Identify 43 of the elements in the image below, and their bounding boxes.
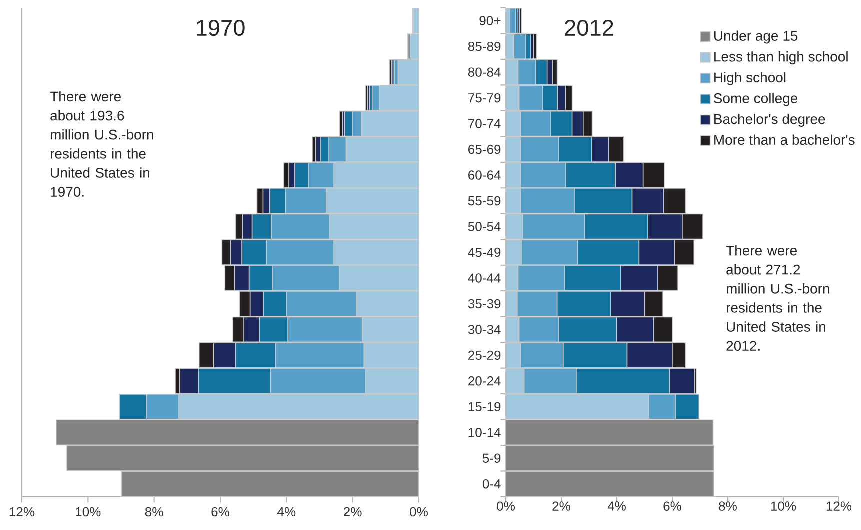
y-tick-label: 90+	[480, 16, 501, 26]
y-tick-label: 75-79	[468, 93, 501, 103]
x-tick-label: 2%	[344, 507, 362, 517]
x-tick-label: 8%	[719, 502, 737, 511]
y-tick-label: 10-14	[468, 428, 501, 438]
y-tick-label: 70-74	[468, 119, 501, 128]
legend-label: Some college	[714, 93, 798, 106]
x-tick-label: 0%	[497, 502, 515, 511]
legend-label: Bachelor's degree	[714, 114, 826, 127]
y-tick-label: 80-84	[468, 68, 501, 77]
y-tick-label: 45-49	[468, 248, 501, 258]
chart-title: 1970	[197, 20, 245, 36]
y-tick-label: 55-59	[468, 196, 501, 206]
x-tick-label: 2%	[552, 502, 570, 511]
y-tick-label: 60-64	[468, 170, 501, 180]
y-tick-label: 5-9	[482, 454, 501, 464]
x-tick-label: 4%	[608, 502, 626, 511]
legend-label: More than a bachelor's	[714, 134, 855, 146]
annotation: There were about 271.2 million U.S.-born residents in the United States in 2012.	[726, 245, 830, 352]
x-tick-label: 8%	[145, 507, 164, 517]
x-tick-label: 12%	[10, 507, 35, 517]
y-tick-label: 15-19	[468, 402, 501, 412]
y-tick-label: 85-89	[468, 42, 501, 52]
y-tick-label: 25-29	[468, 350, 501, 360]
y-tick-label: 40-44	[468, 274, 501, 283]
y-tick-label: 20-24	[468, 376, 501, 386]
legend-label: Less than high school	[714, 52, 848, 65]
y-tick-label: 30-34	[468, 325, 501, 334]
legend-label: Under age 15	[714, 30, 798, 44]
x-tick-label: 4%	[278, 507, 296, 517]
annotation: There were about 193.6 million U.S.-born residents in the United States in 1970.	[50, 91, 154, 198]
y-tick-label: 50-54	[468, 222, 501, 232]
y-tick-label: 0-4	[482, 479, 501, 489]
x-tick-label: 12%	[826, 502, 852, 511]
x-tick-label: 6%	[664, 502, 682, 511]
x-tick-label: 0%	[410, 507, 428, 517]
x-tick-label: 10%	[771, 502, 796, 511]
x-tick-label: 10%	[76, 507, 101, 517]
legend-label: High school	[714, 72, 786, 86]
x-tick-label: 6%	[212, 507, 230, 517]
y-tick-label: 35-39	[468, 299, 501, 309]
y-tick-label: 65-69	[468, 144, 501, 154]
chart-title: 2012	[565, 20, 614, 36]
